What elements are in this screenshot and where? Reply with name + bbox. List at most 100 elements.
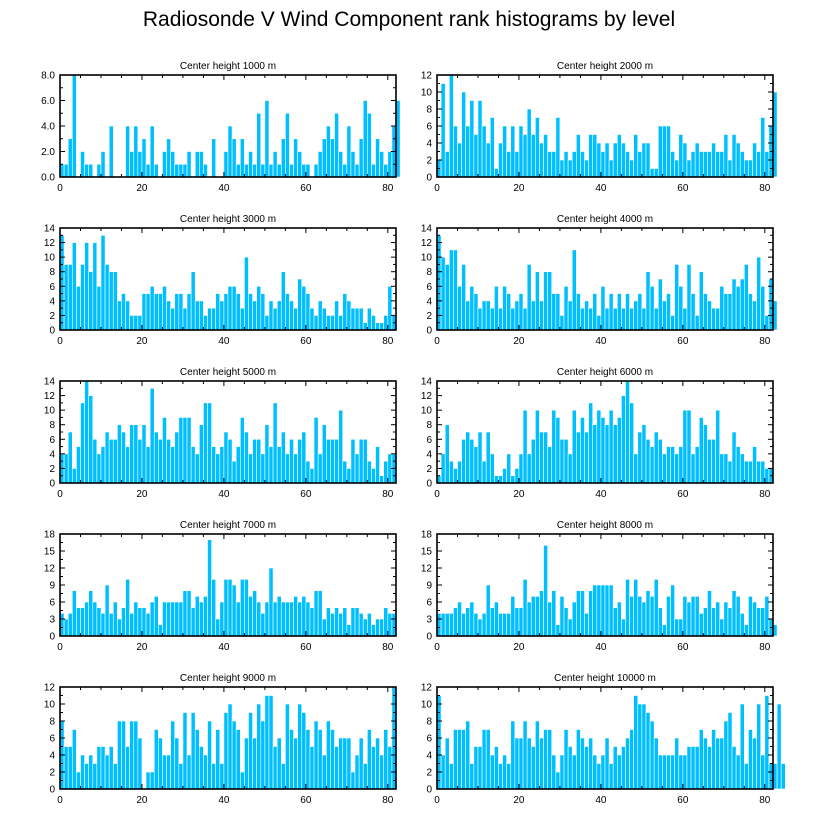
histogram-bar bbox=[596, 409, 602, 484]
histogram-bar bbox=[543, 545, 548, 637]
histogram-bar bbox=[342, 737, 348, 790]
histogram-bar bbox=[80, 402, 85, 484]
histogram-bar bbox=[170, 720, 176, 790]
histogram-bar bbox=[215, 618, 221, 637]
histogram-bar bbox=[285, 293, 290, 331]
histogram-bar bbox=[280, 601, 286, 637]
histogram-bar bbox=[317, 300, 323, 331]
x-tick-label: 80 bbox=[759, 489, 771, 500]
histogram-bar bbox=[211, 138, 217, 178]
histogram-bar bbox=[752, 446, 757, 484]
histogram-bar bbox=[715, 409, 721, 484]
histogram-bar bbox=[719, 737, 725, 790]
histogram-bar bbox=[190, 607, 196, 637]
histogram-bar bbox=[666, 596, 671, 637]
histogram-bar bbox=[219, 601, 225, 637]
histogram-bar bbox=[375, 618, 380, 637]
histogram-bar bbox=[342, 607, 348, 637]
histogram-bar bbox=[522, 409, 528, 484]
histogram-bar bbox=[326, 438, 331, 484]
histogram-bar bbox=[305, 163, 311, 178]
histogram-bar bbox=[207, 307, 212, 331]
histogram-bar bbox=[744, 264, 749, 331]
histogram-bar bbox=[289, 438, 294, 484]
histogram-bar bbox=[563, 729, 569, 790]
histogram-bar bbox=[330, 729, 335, 790]
histogram-bar bbox=[678, 618, 684, 637]
histogram-panel: Center height 8000 m 0 20 40 60 80 0 3 6 9 12 15 18 bbox=[421, 520, 778, 653]
histogram-bar bbox=[174, 163, 180, 178]
histogram-bar bbox=[272, 151, 278, 178]
histogram-bar bbox=[330, 138, 335, 178]
x-tick-label: 40 bbox=[595, 642, 607, 653]
histogram-bar bbox=[489, 754, 495, 790]
histogram-bar bbox=[444, 613, 450, 637]
x-tick-label: 20 bbox=[513, 795, 525, 806]
histogram-bar bbox=[473, 613, 479, 637]
x-tick-label: 20 bbox=[513, 336, 525, 347]
histogram-bar bbox=[596, 315, 602, 331]
histogram-bar bbox=[551, 293, 557, 331]
histogram-bar bbox=[313, 590, 319, 637]
histogram-bar bbox=[457, 460, 462, 484]
histogram-bar bbox=[506, 613, 512, 637]
histogram-bar bbox=[346, 300, 352, 331]
histogram-bar bbox=[707, 438, 712, 484]
histogram-bar bbox=[235, 601, 241, 637]
histogram-bar bbox=[137, 438, 143, 484]
histogram-bar bbox=[207, 402, 212, 484]
histogram-bar bbox=[752, 737, 757, 790]
histogram-bar bbox=[293, 138, 298, 178]
histogram-bar bbox=[375, 737, 380, 790]
histogram-bar bbox=[453, 729, 458, 790]
histogram-bar bbox=[309, 746, 315, 790]
histogram-bar bbox=[244, 579, 249, 637]
histogram-bar bbox=[137, 315, 143, 331]
histogram-bar bbox=[358, 138, 364, 178]
histogram-bar bbox=[342, 293, 348, 331]
x-tick-label: 80 bbox=[759, 642, 771, 653]
histogram-bar bbox=[764, 151, 770, 178]
x-tick-label: 60 bbox=[677, 642, 689, 653]
histogram-bar bbox=[285, 703, 290, 790]
histogram-bar bbox=[481, 613, 487, 637]
histogram-bar bbox=[223, 712, 229, 790]
x-tick-label: 80 bbox=[382, 795, 394, 806]
histogram-bar bbox=[731, 431, 737, 484]
histogram-bar bbox=[158, 438, 163, 484]
histogram-bar bbox=[518, 607, 524, 637]
histogram-bar bbox=[211, 763, 217, 790]
histogram-bar bbox=[162, 754, 167, 790]
histogram-bar bbox=[248, 712, 253, 790]
histogram-bar bbox=[244, 431, 249, 484]
histogram-bar bbox=[559, 438, 565, 484]
histogram-bar bbox=[629, 159, 634, 178]
y-tick-label: 10 bbox=[44, 253, 56, 264]
histogram-bar bbox=[703, 737, 708, 790]
y-tick-label: 0 bbox=[426, 479, 432, 490]
histogram-bar bbox=[760, 117, 766, 178]
histogram-bar bbox=[137, 607, 143, 637]
histogram-bar bbox=[674, 453, 680, 484]
histogram-bar bbox=[362, 763, 368, 790]
histogram-panel: Center height 3000 m 0 20 40 60 80 0 2 4 6 8 10 12 14 bbox=[44, 214, 397, 347]
histogram-bar bbox=[121, 431, 126, 484]
x-tick-label: 60 bbox=[677, 183, 689, 194]
histogram-bar bbox=[580, 737, 585, 790]
histogram-bar bbox=[735, 596, 741, 637]
histogram-bar bbox=[301, 712, 307, 790]
histogram-bar bbox=[698, 151, 704, 178]
histogram-bar bbox=[350, 438, 356, 484]
histogram-bar bbox=[383, 163, 389, 178]
histogram-bar bbox=[739, 703, 745, 790]
y-tick-label: 4 bbox=[426, 139, 432, 150]
histogram-bar bbox=[494, 168, 499, 178]
histogram-bar bbox=[289, 601, 294, 637]
y-tick-label: 14 bbox=[421, 377, 433, 388]
y-tick-label: 3 bbox=[426, 615, 432, 626]
histogram-bar bbox=[592, 134, 598, 178]
histogram-bar bbox=[662, 453, 667, 484]
histogram-bar bbox=[297, 151, 303, 178]
histogram-bar bbox=[280, 138, 286, 178]
y-tick-label: 2 bbox=[426, 768, 432, 779]
